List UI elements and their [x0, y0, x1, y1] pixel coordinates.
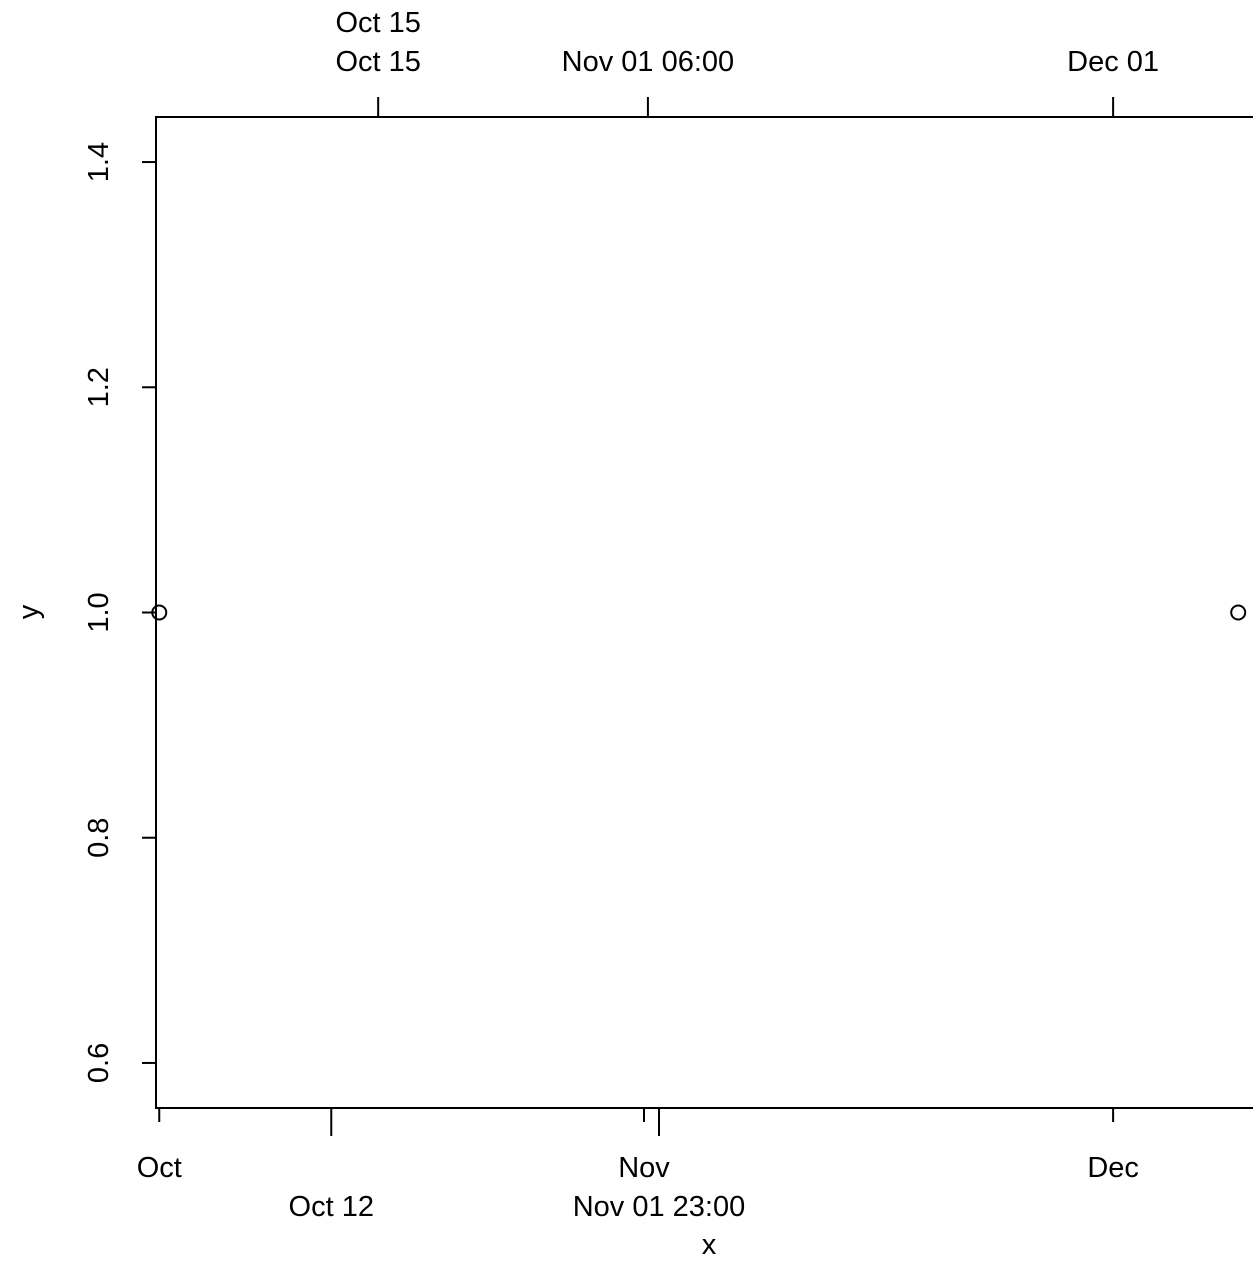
- x-top-tick-label: Nov 01 06:00: [562, 46, 735, 78]
- x-top-tick-label: Dec 01: [1067, 46, 1159, 78]
- x-top-tick-label: Oct 15: [335, 7, 420, 39]
- y-axis-label: y: [13, 604, 45, 619]
- data-point: [151, 604, 168, 621]
- data-points: [151, 604, 1247, 621]
- x-axis-label: x: [702, 1229, 717, 1261]
- x-tick-label: Dec: [1087, 1152, 1139, 1184]
- x-tick-label: Nov 01 23:00: [573, 1191, 746, 1223]
- x-axis-bottom: Oct Nov Dec Oct 12 Nov 01 23:00: [137, 1107, 1139, 1223]
- y-axis: 0.6 0.8 1.0 1.2 1.4: [83, 142, 157, 1083]
- x-tick-label: Oct 12: [289, 1191, 374, 1223]
- x-tick-label: Nov: [618, 1152, 670, 1184]
- x-top-tick-label: Oct 15: [335, 46, 420, 78]
- y-tick-label: 1.2: [83, 367, 115, 407]
- plot-frame: [155, 116, 1253, 1109]
- y-tick-label: 1.4: [83, 142, 115, 182]
- data-point: [1230, 604, 1247, 621]
- y-tick-label: 0.8: [83, 818, 115, 858]
- x-tick-label: Oct: [137, 1152, 182, 1184]
- y-tick-label: 1.0: [83, 592, 115, 632]
- y-tick-label: 0.6: [83, 1043, 115, 1083]
- x-axis-top: Oct 15 Nov 01 06:00 Dec 01 Oct 15: [335, 7, 1159, 118]
